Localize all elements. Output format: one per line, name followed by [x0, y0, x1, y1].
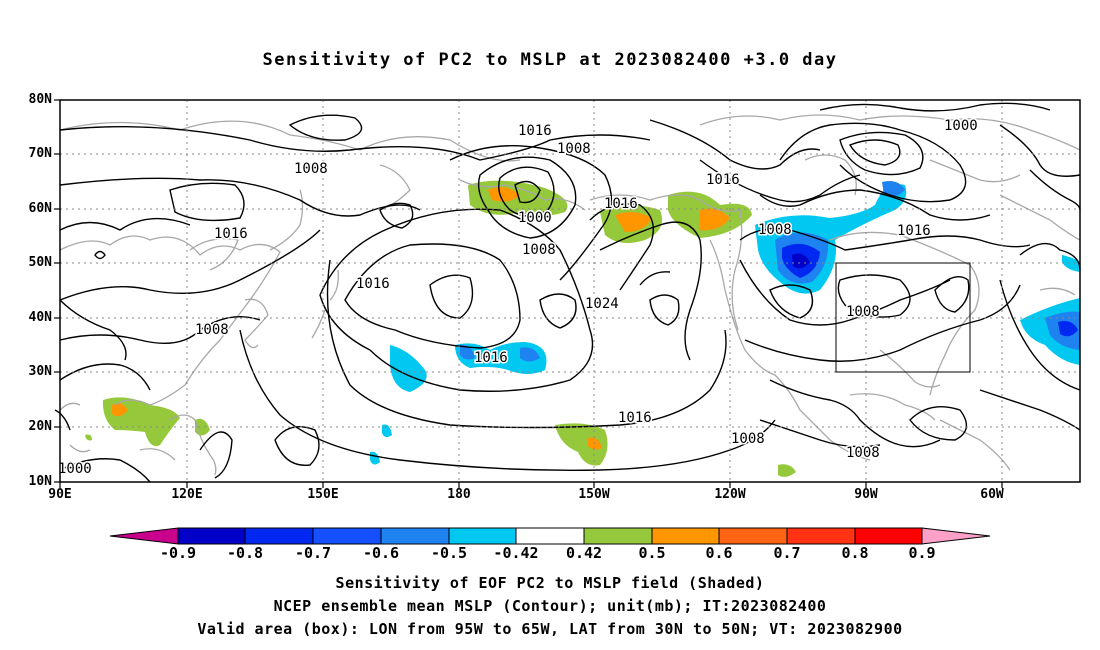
lat-label: 30N	[28, 364, 52, 379]
contour-label: 1008	[731, 431, 765, 447]
lon-label: 120W	[714, 487, 746, 502]
lon-label: 120E	[171, 487, 203, 502]
lat-label: 20N	[28, 419, 52, 434]
contour-label: 1016	[604, 196, 638, 212]
contour-label: 1000	[518, 210, 552, 226]
colorbar-bin	[312, 527, 382, 545]
lon-label: 60W	[980, 487, 1004, 502]
colorbar-high-arrow	[921, 527, 991, 545]
contour-label: 1008	[294, 161, 328, 177]
caption-valid-area: Valid area (box): LON from 95W to 65W, L…	[197, 620, 903, 638]
colorbar-bin	[244, 527, 314, 545]
colorbar-label: -0.9	[159, 544, 197, 562]
colorbar-label: -0.5	[430, 544, 468, 562]
contour-label: 1008	[522, 242, 556, 258]
contour-label: 1024	[585, 296, 619, 312]
lon-label: 90W	[854, 487, 878, 502]
colorbar-bin	[786, 527, 856, 545]
lat-label: 50N	[28, 255, 52, 270]
positive-sensitivity-shading	[85, 180, 796, 477]
caption-shading: Sensitivity of EOF PC2 to MSLP field (Sh…	[335, 574, 765, 592]
contour-label: 1016	[706, 172, 740, 188]
colorbar-label: 0.7	[773, 544, 801, 562]
lon-label: 150E	[307, 487, 339, 502]
colorbar-label: 0.8	[841, 544, 869, 562]
colorbar-bin	[515, 527, 585, 545]
valid-area-box	[835, 262, 971, 373]
contour-labels: 1016 1008 1000 1016 1008 1016 1008 1008 …	[57, 117, 980, 479]
colorbar-label: -0.8	[226, 544, 264, 562]
lon-label: 90E	[48, 487, 72, 502]
contour-label: 1016	[518, 123, 552, 139]
axis-ticks	[54, 99, 1003, 488]
colorbar-label: -0.6	[362, 544, 400, 562]
map-title: Sensitivity of PC2 to MSLP at 2023082400…	[262, 50, 838, 70]
lat-label: 70N	[28, 146, 52, 161]
colorbar-bin	[583, 527, 653, 545]
colorbar-bin	[854, 527, 923, 545]
contour-label: 1016	[356, 276, 390, 292]
lat-label: 60N	[28, 201, 52, 216]
map-frame	[59, 99, 1081, 483]
contour-label: 1008	[758, 222, 792, 238]
colorbar-label: 0.5	[638, 544, 666, 562]
contour-label: 1000	[944, 118, 978, 134]
colorbar-label: -0.42	[493, 544, 539, 562]
colorbar-label: -0.7	[294, 544, 332, 562]
lon-label: 150W	[578, 487, 610, 502]
caption-contour: NCEP ensemble mean MSLP (Contour); unit(…	[273, 597, 827, 615]
lon-label: 180	[447, 487, 471, 502]
contour-label: 1008	[846, 304, 880, 320]
colorbar	[109, 527, 991, 545]
contour-label: 1000	[58, 461, 92, 477]
contour-label: 1008	[846, 445, 880, 461]
colorbar-bin	[380, 527, 450, 545]
lat-label: 10N	[28, 474, 52, 489]
contour-label: 1008	[195, 322, 229, 338]
contour-label: 1016	[618, 410, 652, 426]
colorbar-low-arrow	[109, 527, 179, 545]
contour-label: 1016	[214, 226, 248, 242]
colorbar-label: 0.6	[705, 544, 733, 562]
colorbar-label: 0.9	[908, 544, 936, 562]
colorbar-bin	[448, 527, 517, 545]
lat-label: 40N	[28, 310, 52, 325]
mslp-contours	[54, 102, 1081, 483]
negative-sensitivity-shading	[370, 181, 1080, 465]
contour-label: 1008	[557, 141, 591, 157]
colorbar-bin	[177, 527, 246, 545]
graticule	[60, 100, 1080, 482]
colorbar-bin	[651, 527, 720, 545]
coastlines	[59, 114, 1081, 476]
colorbar-label: 0.42	[565, 544, 603, 562]
contour-label: 1016	[897, 223, 931, 239]
lat-label: 80N	[28, 92, 52, 107]
colorbar-bin	[718, 527, 788, 545]
contour-label: 1016	[474, 350, 508, 366]
